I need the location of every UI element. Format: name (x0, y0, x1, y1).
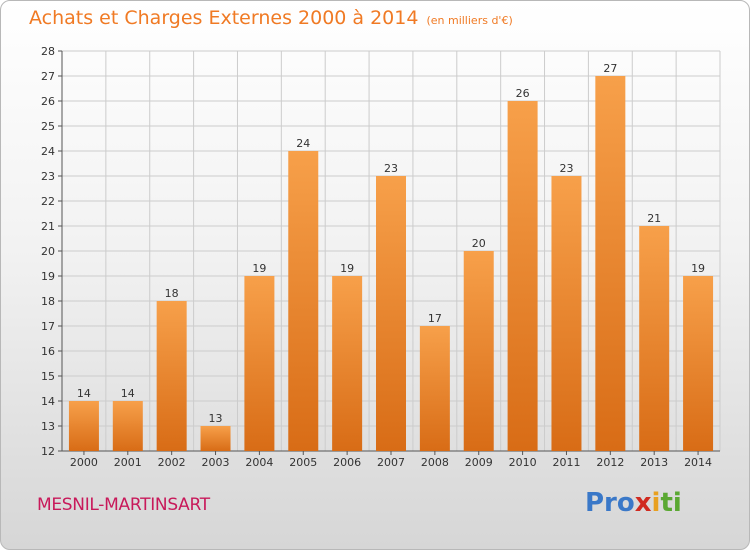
x-tick-label-2012: 2012 (596, 456, 624, 469)
value-labels: 14 14 18 13 19 24 19 23 17 20 26 23 27 21 19 (77, 62, 705, 425)
value-label-2005: 24 (296, 137, 310, 150)
bars (68, 76, 714, 451)
bar-2014 (683, 276, 714, 451)
value-label-2013: 21 (647, 212, 661, 225)
y-tick-label: 19 (41, 270, 55, 283)
x-tick-label-2002: 2002 (158, 456, 186, 469)
value-label-2014: 19 (691, 262, 705, 275)
y-tick-label: 12 (41, 445, 55, 458)
y-tick-label: 20 (41, 245, 55, 258)
value-label-2009: 20 (472, 237, 486, 250)
y-tick-label: 28 (41, 45, 55, 58)
x-tick-label-2007: 2007 (377, 456, 405, 469)
x-tick-label-2008: 2008 (421, 456, 449, 469)
logo-part-3: i (651, 488, 661, 518)
y-tick-label: 17 (41, 320, 55, 333)
proxiti-logo[interactable]: Proxiti (585, 488, 682, 518)
bar-2011 (551, 176, 582, 451)
x-tick-label-2009: 2009 (465, 456, 493, 469)
y-tick-label: 27 (41, 70, 55, 83)
y-tick-label: 14 (41, 395, 55, 408)
y-tick-label: 24 (41, 145, 55, 158)
y-tick-label: 15 (41, 370, 55, 383)
x-tick-label-2014: 2014 (684, 456, 712, 469)
x-tick-label-2001: 2001 (114, 456, 142, 469)
commune-name: MESNIL-MARTINSART (37, 495, 210, 515)
bar-2002 (156, 301, 187, 451)
y-tick-label: 22 (41, 195, 55, 208)
chart-subtitle: (en milliers d'€) (426, 14, 513, 27)
bar-2003 (200, 426, 231, 451)
y-tick-label: 25 (41, 120, 55, 133)
x-tick-label-2011: 2011 (552, 456, 580, 469)
y-tick-label: 26 (41, 95, 55, 108)
value-label-2000: 14 (77, 387, 91, 400)
bar-2009 (463, 251, 494, 451)
x-tick-label-2003: 2003 (202, 456, 230, 469)
y-tick-label: 21 (41, 220, 55, 233)
bar-2007 (376, 176, 406, 451)
x-tick-label-2004: 2004 (245, 456, 273, 469)
x-tick-label-2010: 2010 (509, 456, 537, 469)
bar-2008 (419, 326, 450, 451)
chart-title-text: Achats et Charges Externes 2000 à 2014 (29, 7, 419, 29)
y-tick-label: 18 (41, 295, 55, 308)
bar-2010 (507, 101, 538, 451)
bar-2006 (332, 276, 363, 451)
y-tick-label: 16 (41, 345, 55, 358)
logo-part-2: x (634, 488, 652, 518)
x-tick-label-2013: 2013 (640, 456, 668, 469)
x-tick-label-2000: 2000 (70, 456, 98, 469)
bar-2013 (639, 226, 670, 451)
y-tick-label: 23 (41, 170, 55, 183)
value-label-2001: 14 (121, 387, 135, 400)
x-tick-label-2006: 2006 (333, 456, 361, 469)
value-label-2002: 18 (165, 287, 179, 300)
logo-part-1: Pro (585, 488, 635, 518)
chart-title: Achats et Charges Externes 2000 à 2014 (e… (29, 7, 513, 29)
value-label-2004: 19 (252, 262, 266, 275)
value-label-2007: 23 (384, 162, 398, 175)
value-label-2008: 17 (428, 312, 442, 325)
value-label-2012: 27 (603, 62, 617, 75)
value-label-2011: 23 (559, 162, 573, 175)
bar-2004 (244, 276, 275, 451)
bar-2005 (288, 151, 319, 451)
logo-part-4: ti (660, 488, 682, 518)
y-tick-label: 13 (41, 420, 55, 433)
value-label-2010: 26 (516, 87, 530, 100)
bar-2000 (68, 401, 99, 451)
value-label-2003: 13 (209, 412, 223, 425)
bar-2012 (595, 76, 626, 451)
value-label-2006: 19 (340, 262, 354, 275)
bar-2001 (112, 401, 143, 451)
x-tick-label-2005: 2005 (289, 456, 317, 469)
